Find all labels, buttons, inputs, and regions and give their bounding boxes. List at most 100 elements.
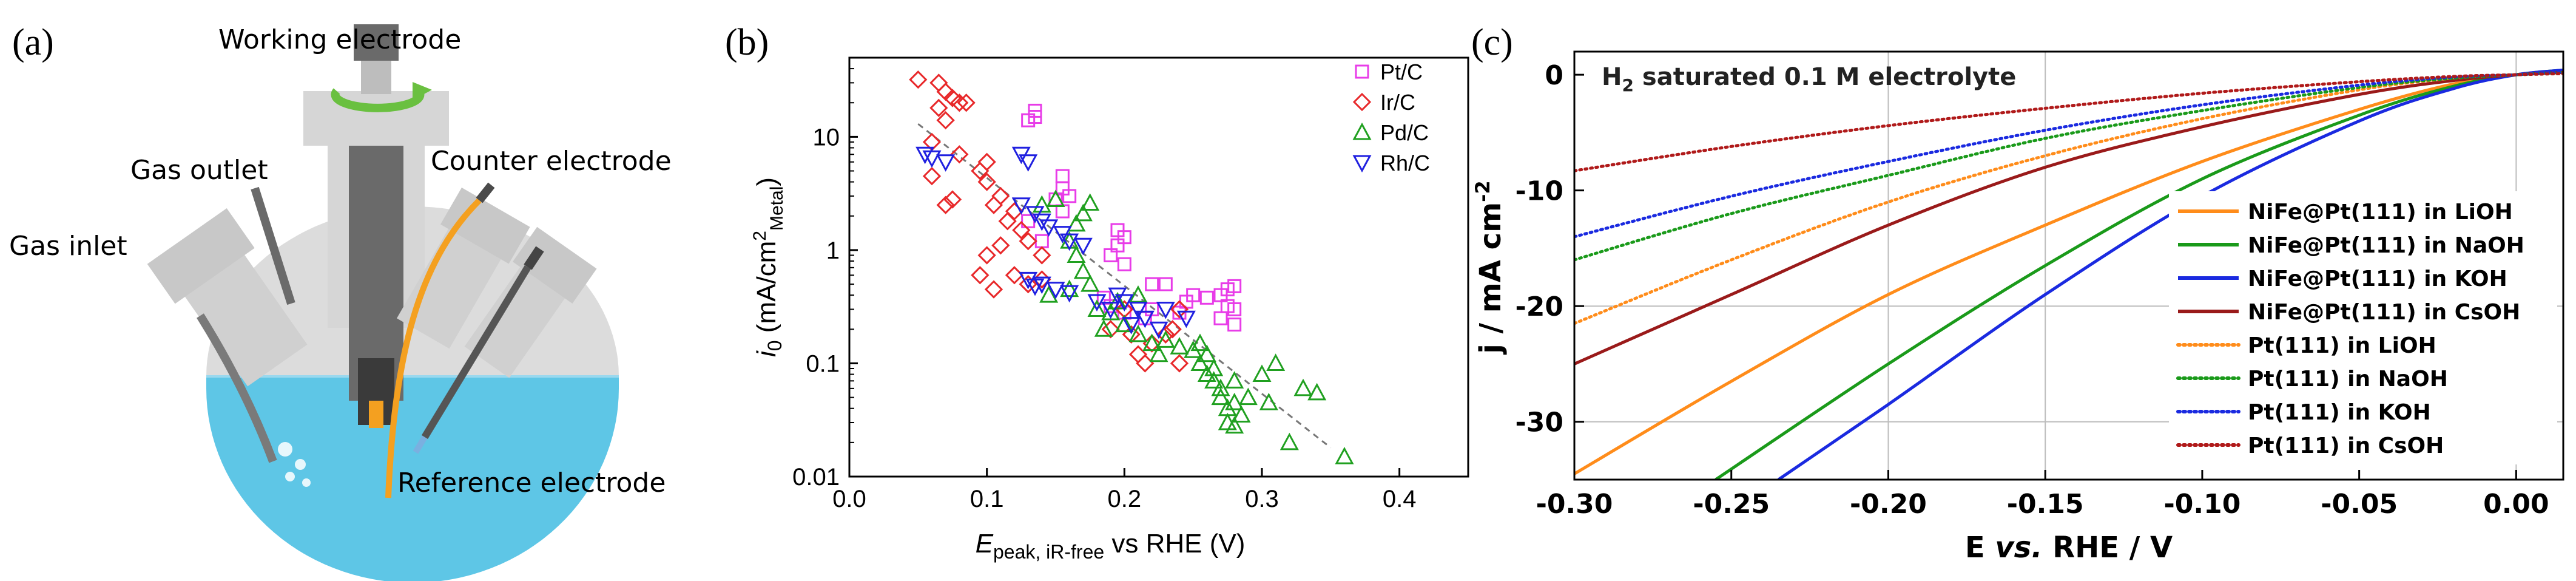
data-point bbox=[1011, 197, 1031, 215]
data-point bbox=[1280, 432, 1299, 450]
data-point bbox=[1259, 393, 1278, 410]
data-point bbox=[1142, 333, 1162, 352]
series-line-pt-111--in-csoh bbox=[1574, 72, 2563, 172]
series-line-pt-111--in-naoh bbox=[1574, 70, 2563, 262]
chart-c-axis-ticks: -0.30 -0.25 -0.20 -0.15 -0.10 -0.05 0.00 0 -10 -2… bbox=[1516, 60, 2549, 520]
data-point bbox=[977, 172, 996, 191]
data-point bbox=[1172, 305, 1187, 320]
series-line-nife-pt-111--in-lioh bbox=[1574, 69, 2563, 475]
data-point bbox=[936, 195, 955, 214]
chart-b-legend: Pt/C Ir/C Pd/C Rh/C bbox=[1352, 59, 1430, 175]
gas-bubble-icon bbox=[295, 459, 306, 470]
data-point bbox=[1055, 204, 1070, 219]
data-point bbox=[1039, 285, 1059, 303]
data-point bbox=[977, 246, 996, 265]
legend-background bbox=[2169, 191, 2557, 464]
label-gas-outlet: Gas outlet bbox=[130, 155, 268, 186]
data-point bbox=[1335, 447, 1354, 464]
data-point bbox=[936, 154, 956, 172]
data-point bbox=[1128, 324, 1148, 342]
legend-label: Pt(111) in CsOH bbox=[2248, 433, 2444, 458]
reference-electrode-cap-icon bbox=[524, 246, 544, 270]
y-tick-label: 10 bbox=[813, 124, 840, 151]
data-point bbox=[1266, 353, 1286, 371]
legend-label: Rh/C bbox=[1380, 151, 1430, 175]
data-point bbox=[936, 111, 955, 130]
data-point bbox=[929, 73, 948, 92]
data-point bbox=[929, 98, 948, 117]
data-point bbox=[1204, 371, 1224, 389]
counter-neck-icon bbox=[397, 187, 530, 349]
data-point bbox=[1028, 110, 1042, 124]
data-point bbox=[1081, 193, 1100, 211]
data-point bbox=[1012, 220, 1031, 240]
data-point bbox=[1060, 285, 1079, 303]
data-point bbox=[977, 152, 996, 171]
x-tick-label: -0.25 bbox=[1693, 489, 1770, 520]
data-point bbox=[991, 186, 1010, 206]
data-point bbox=[1039, 219, 1059, 237]
data-point bbox=[984, 195, 1003, 214]
working-electrode-rod-top bbox=[354, 24, 399, 61]
chart-b-x-axis-label: Epeak, iR-free vs RHE (V) bbox=[976, 529, 1246, 563]
series-line-pt-111--in-lioh bbox=[1574, 70, 2563, 325]
chart-c-legend: NiFe@Pt(111) in LiOH NiFe@Pt(111) in NaOH… bbox=[2169, 191, 2557, 464]
data-point bbox=[1108, 291, 1127, 310]
data-point bbox=[1227, 279, 1242, 293]
rotation-arrow-icon bbox=[331, 88, 425, 112]
label-gas-inlet: Gas inlet bbox=[9, 231, 127, 262]
data-point bbox=[1019, 232, 1037, 251]
data-point bbox=[1019, 274, 1037, 294]
legend-label: NiFe@Pt(111) in CsOH bbox=[2248, 300, 2520, 325]
data-point bbox=[1046, 189, 1065, 208]
label-counter-electrode: Counter electrode bbox=[431, 146, 672, 177]
trendline bbox=[917, 123, 1332, 449]
data-point bbox=[957, 93, 976, 112]
data-point bbox=[1136, 354, 1155, 373]
x-tick-label: 0.4 bbox=[1383, 486, 1417, 512]
data-point bbox=[1081, 274, 1100, 292]
gas-inlet-tube-icon bbox=[197, 313, 277, 463]
legend-label: Pd/C bbox=[1380, 120, 1429, 145]
data-point bbox=[1252, 364, 1272, 382]
data-point bbox=[1060, 233, 1079, 251]
data-point bbox=[1149, 321, 1168, 339]
data-point bbox=[1225, 393, 1244, 410]
data-point bbox=[1197, 344, 1216, 362]
x-tick-label: 0.0 bbox=[832, 486, 866, 512]
legend-label: NiFe@Pt(111) in KOH bbox=[2248, 267, 2507, 291]
data-point bbox=[1225, 371, 1244, 389]
data-point bbox=[1062, 189, 1077, 203]
panel-c-label: (c) bbox=[1471, 22, 1513, 63]
counter-electrode-clip-icon bbox=[476, 182, 495, 203]
data-point bbox=[1158, 277, 1173, 291]
left-neck-icon bbox=[147, 208, 308, 387]
data-point bbox=[1032, 195, 1051, 213]
data-point bbox=[1087, 294, 1107, 312]
data-point bbox=[1073, 261, 1093, 279]
x-tick-label: -0.20 bbox=[1850, 489, 1927, 520]
series-pd-c bbox=[1032, 189, 1354, 464]
y-tick-label: 0.01 bbox=[792, 464, 840, 491]
data-point bbox=[1211, 387, 1230, 406]
data-point bbox=[1211, 378, 1230, 396]
x-tick-label: -0.30 bbox=[1536, 489, 1613, 520]
data-point bbox=[1145, 277, 1159, 291]
legend-label: Pt(111) in NaOH bbox=[2248, 367, 2448, 392]
data-point bbox=[922, 150, 942, 168]
data-point bbox=[1101, 302, 1121, 321]
series-rh-c bbox=[915, 146, 1196, 339]
data-point bbox=[1170, 337, 1189, 355]
y-tick-label: -20 bbox=[1516, 291, 1564, 322]
data-point bbox=[1033, 246, 1051, 265]
legend-label: Ir/C bbox=[1380, 90, 1415, 115]
x-tick-label: -0.10 bbox=[2164, 489, 2241, 520]
data-point bbox=[1238, 387, 1258, 406]
data-point bbox=[998, 212, 1017, 231]
label-reference-electrode: Reference electrode bbox=[397, 467, 666, 498]
panel-b-label: (b) bbox=[725, 22, 769, 63]
data-point bbox=[1005, 266, 1024, 285]
data-point bbox=[1232, 405, 1251, 423]
panel-b: (b) 0.0 0.1 0.2 0.3 0.4 10 1 0.1 0.01 Pt/C Ir/C Pd… bbox=[725, 22, 1469, 563]
y-tick-label: 1 bbox=[826, 237, 840, 264]
